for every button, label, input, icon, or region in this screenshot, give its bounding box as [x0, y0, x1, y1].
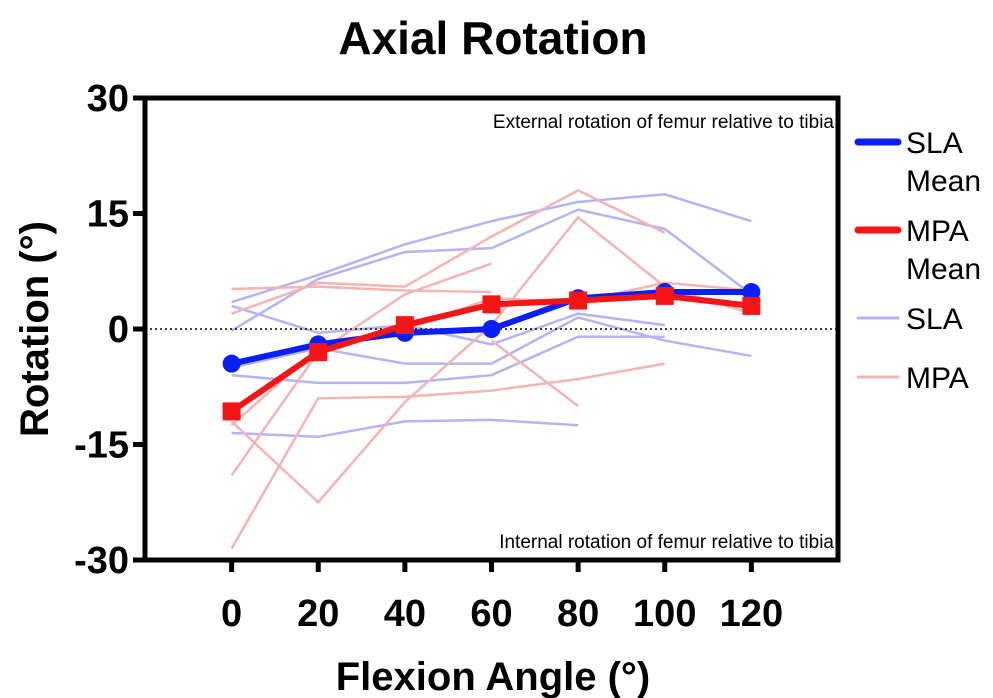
y-tick-label-1: 15 — [87, 194, 129, 236]
individual-line-sla-3 — [231, 304, 665, 346]
y-axis-label: Rotation (°) — [13, 221, 57, 437]
y-tick-label-4: -30 — [74, 540, 129, 582]
sla-mean-point-60 — [482, 320, 501, 338]
individual-line-mpa-7 — [231, 285, 492, 294]
x-axis-label: Flexion Angle (°) — [336, 655, 651, 698]
annotation-internal-rotation: Internal rotation of femur relative to t… — [499, 532, 834, 553]
individual-line-sla-2 — [230, 208, 753, 332]
legend-label-0-1: Mean — [906, 165, 981, 198]
individual-line-mpa-9 — [230, 262, 492, 477]
individual-line-sla-6 — [231, 418, 579, 439]
individual-line-mpa-11 — [230, 362, 665, 550]
y-tick-label-0: 30 — [87, 78, 129, 120]
legend-label-3-0: MPA — [906, 362, 969, 395]
sla-mean-point-120 — [742, 283, 761, 302]
mpa-mean-point-0 — [222, 402, 241, 421]
individual-line-sla-1 — [231, 192, 752, 304]
mpa-mean-point-60 — [482, 295, 501, 314]
x-tick-label-1: 20 — [297, 593, 339, 635]
chart-title: Axial Rotation — [338, 12, 647, 64]
mpa-mean-point-20 — [309, 343, 328, 362]
mpa-mean-point-100 — [655, 286, 674, 305]
legend-label-1-0: MPA — [906, 215, 969, 248]
x-tick-label-0: 0 — [221, 593, 242, 635]
axes-group: 30 15 0 -15 -30 0 20 40 60 80 100 120 — [74, 78, 841, 635]
sla-mean-point-0 — [222, 354, 241, 373]
x-tick-label-4: 80 — [557, 593, 599, 635]
x-tick-label-2: 40 — [384, 593, 426, 635]
legend-label-0-0: SLA — [906, 127, 963, 160]
legend-label-2-0: SLA — [906, 303, 963, 336]
mpa-mean-point-80 — [569, 291, 588, 310]
annotation-external-rotation: External rotation of femur relative to t… — [493, 112, 835, 133]
individual-line-mpa-8 — [231, 188, 666, 315]
x-tick-label-6: 120 — [720, 593, 783, 635]
legend: SLA Mean MPA Mean SLA MPA — [854, 127, 981, 395]
individual-line-mpa-13 — [490, 339, 579, 407]
x-tick-label-3: 60 — [470, 593, 512, 635]
individual-line-sla-5 — [231, 335, 665, 385]
mean-series-group — [222, 283, 761, 421]
legend-label-1-1: Mean — [906, 253, 981, 286]
mpa-mean-point-120 — [742, 296, 761, 315]
individual-series-group — [230, 188, 753, 550]
y-tick-label-2: 0 — [108, 309, 129, 351]
y-tick-label-3: -15 — [74, 425, 129, 467]
mpa-mean-point-40 — [395, 316, 414, 335]
x-tick-label-5: 100 — [633, 593, 696, 635]
